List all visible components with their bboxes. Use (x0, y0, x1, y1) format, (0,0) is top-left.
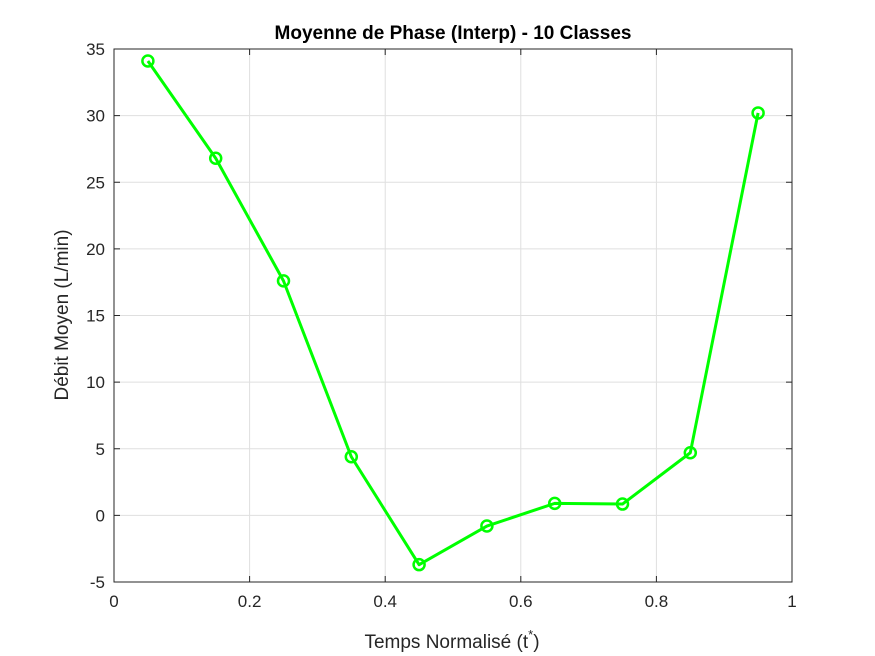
chart-title: Moyenne de Phase (Interp) - 10 Classes (275, 23, 632, 44)
data-point-marker (547, 496, 562, 511)
data-point-marker (141, 54, 155, 68)
data-point-marker (208, 151, 223, 166)
y-tick-label: 10 (86, 373, 105, 392)
x-tick-label: 0.4 (373, 592, 397, 611)
y-tick-label: 35 (86, 40, 105, 59)
x-tick-label: 0.8 (645, 592, 669, 611)
x-tick-label: 0.2 (238, 592, 262, 611)
x-tick-label: 0 (109, 592, 118, 611)
data-point-marker (683, 445, 698, 460)
data-point-marker (412, 557, 426, 572)
x-tick-label: 1 (787, 592, 796, 611)
y-tick-label: 20 (86, 240, 105, 259)
y-tick-label: 15 (86, 307, 105, 326)
data-point-marker (480, 519, 494, 533)
x-axis-label-superscript: * (528, 627, 533, 642)
x-tick-label: 0.6 (509, 592, 533, 611)
x-axis-label-close: ) (533, 632, 539, 653)
series-line (146, 60, 760, 567)
y-tick-label: 25 (86, 173, 105, 192)
x-axis-label-main: Temps Normalisé (t (364, 632, 528, 653)
y-tick-label: 30 (86, 107, 105, 126)
data-point-marker (276, 274, 291, 288)
y-axis-label: Débit Moyen (L/min) (52, 229, 73, 400)
data-point-marker (344, 449, 359, 464)
data-point-marker (751, 106, 765, 120)
series-layer (141, 54, 765, 572)
y-tick-label: 0 (96, 506, 105, 525)
y-tick-label: 5 (96, 440, 105, 459)
y-tick-label: -5 (90, 573, 105, 592)
data-point-marker (615, 497, 630, 511)
x-axis-label: Temps Normalisé (t*) (364, 627, 539, 653)
